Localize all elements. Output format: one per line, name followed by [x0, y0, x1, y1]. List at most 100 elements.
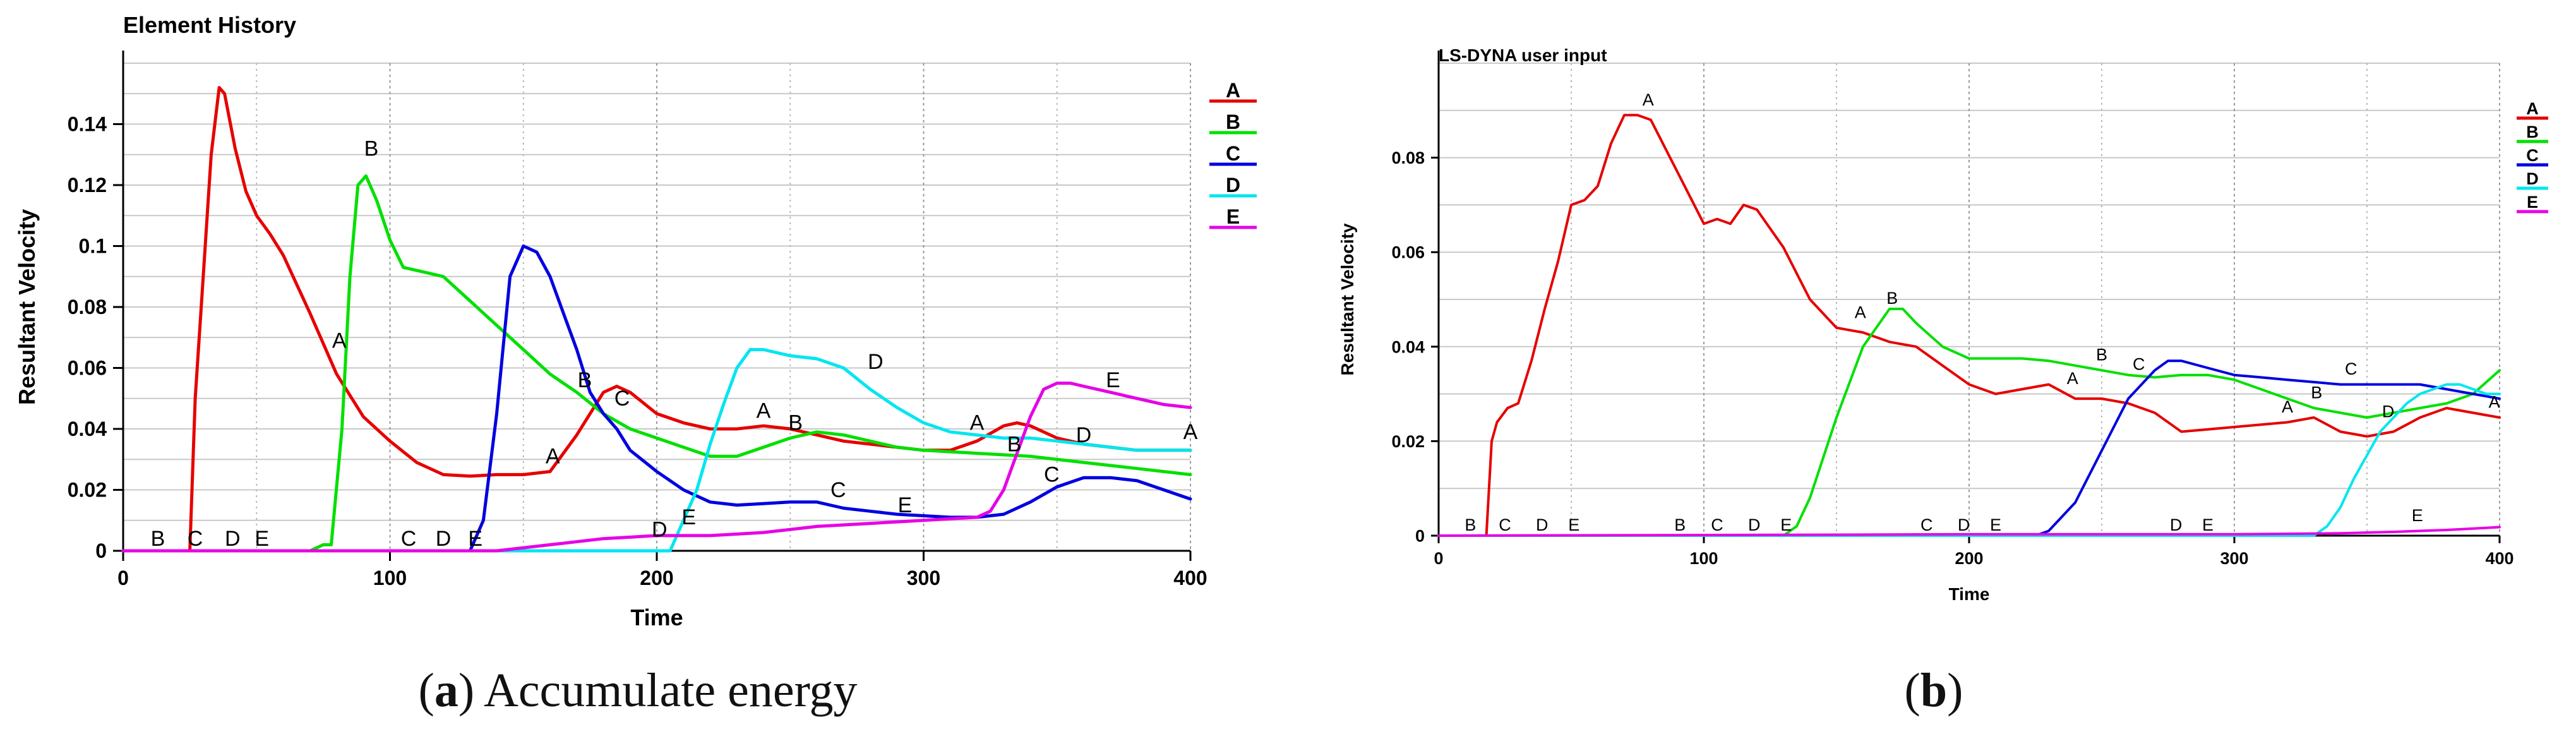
- series-line-d: [121, 348, 1192, 553]
- caption-b-letter: b: [1920, 664, 1947, 717]
- curve-marker-label: A: [2489, 393, 2500, 412]
- x-tick-label: 400: [2485, 549, 2513, 568]
- curve-marker-label: A: [2067, 369, 2078, 388]
- curve-marker-label: A: [1643, 90, 1654, 109]
- curve-marker-label: C: [1711, 515, 1723, 534]
- curve-marker-label: B: [1886, 289, 1898, 308]
- curve-marker-label: A: [1183, 420, 1198, 444]
- curve-marker-label: B: [2311, 383, 2322, 402]
- y-tick-label: 0.1: [79, 235, 107, 258]
- curve-marker-label: A: [970, 411, 985, 435]
- chart-title: Element History: [123, 12, 296, 38]
- curve-marker-label: E: [1780, 515, 1792, 534]
- y-axis-label: Resultant Velocity: [14, 209, 40, 405]
- curve-marker-label: D: [652, 518, 668, 542]
- series-line-c: [121, 244, 1192, 553]
- caption-a-text: Accumulate energy: [484, 664, 858, 717]
- legend-label-e: E: [2527, 193, 2538, 212]
- curve-marker-label: A: [1855, 303, 1866, 322]
- legend-label-b: B: [1226, 111, 1240, 133]
- curve-marker-label: A: [546, 445, 560, 469]
- curve-marker-label: D: [1076, 423, 1092, 447]
- series-line-b: [1437, 308, 2501, 537]
- curve-marker-label: D: [1536, 515, 1549, 534]
- x-tick-label: 300: [907, 567, 940, 589]
- curve-marker-label: B: [151, 527, 165, 551]
- chart-title: LS-DYNA user input: [1439, 45, 1607, 65]
- legend-label-b: B: [2526, 123, 2539, 141]
- caption-b: (b): [1905, 664, 1963, 717]
- curve-marker-label: B: [578, 368, 592, 392]
- curve-marker-label: E: [1990, 515, 2001, 534]
- y-axis-label: Resultant Velocity: [1338, 223, 1357, 376]
- y-tick-label: 0.02: [1391, 432, 1425, 451]
- y-tick-label: 0.12: [68, 174, 107, 196]
- curve-marker-label: D: [2382, 402, 2395, 421]
- x-axis-label: Time: [1949, 584, 1990, 604]
- y-tick-label: 0: [1415, 526, 1425, 545]
- series-line-e: [121, 382, 1192, 553]
- series-line-c: [1437, 359, 2501, 537]
- x-tick-label: 200: [1955, 549, 1983, 568]
- curve-marker-label: B: [364, 136, 379, 160]
- caption-a: (a) Accumulate energy: [419, 664, 858, 717]
- x-axis-label: Time: [630, 605, 683, 630]
- series-line-b: [121, 174, 1192, 553]
- legend-label-a: A: [2526, 99, 2539, 118]
- curve-marker-label: E: [898, 493, 913, 517]
- curve-marker-label: D: [1958, 515, 1970, 534]
- curve-marker-label: B: [2096, 346, 2107, 364]
- curve-marker-label: C: [1920, 515, 1933, 534]
- y-tick-label: 0: [95, 539, 107, 562]
- legend-label-a: A: [1226, 79, 1240, 102]
- curve-marker-label: E: [255, 527, 269, 551]
- curve-marker-label: C: [2345, 359, 2357, 378]
- y-tick-label: 0.14: [68, 113, 107, 136]
- curve-marker-label: A: [2282, 397, 2293, 416]
- curve-marker-label: E: [1568, 515, 1579, 534]
- y-tick-label: 0.06: [68, 357, 107, 380]
- curve-marker-label: C: [2133, 355, 2145, 374]
- curve-marker-label: E: [2202, 515, 2214, 534]
- x-tick-label: 0: [117, 567, 129, 589]
- y-tick-label: 0.08: [68, 296, 107, 318]
- y-tick-label: 0.08: [1391, 148, 1425, 167]
- curve-marker-label: D: [1748, 515, 1761, 534]
- curve-marker-label: D: [436, 527, 452, 551]
- curve-marker-label: C: [401, 527, 417, 551]
- chart-b: 0 0.02 0.04 0.06 0.08 0 100 200 300 400 LS-DYNA us…: [1338, 45, 2548, 604]
- series-line-a: [1437, 114, 2501, 537]
- curve-marker-label: C: [188, 527, 203, 551]
- y-tick-label: 0.04: [68, 418, 107, 440]
- series-line-d: [1437, 383, 2501, 537]
- curve-marker-label: D: [225, 527, 241, 551]
- series-line-a: [121, 86, 1192, 553]
- chart-a: 0 0.02 0.04 0.06 0.08 0.1 0.12 0.14 0 100 200 300 40…: [14, 12, 1257, 630]
- x-tick-label: 400: [1173, 567, 1207, 589]
- curve-marker-label: E: [2412, 506, 2423, 525]
- curve-marker-label: A: [757, 399, 771, 423]
- curve-marker-label: B: [1465, 515, 1476, 534]
- curve-marker-label: D: [868, 350, 884, 374]
- x-tick-label: 300: [2220, 549, 2248, 568]
- x-tick-label: 200: [640, 567, 673, 589]
- curve-marker-label: E: [468, 527, 482, 551]
- legend-label-d: D: [2526, 169, 2539, 188]
- legend-label-d: D: [1226, 174, 1240, 196]
- curve-marker-label: C: [1499, 515, 1511, 534]
- legend-label-c: C: [1226, 142, 1240, 165]
- legend-label-e: E: [1226, 205, 1240, 228]
- y-tick-label: 0.04: [1391, 337, 1425, 356]
- curve-marker-label: C: [830, 478, 846, 502]
- curve-marker-label: D: [2170, 515, 2183, 534]
- curve-marker-label: C: [1044, 463, 1060, 487]
- y-tick-label: 0.06: [1391, 243, 1425, 262]
- legend-label-c: C: [2526, 146, 2539, 165]
- curve-marker-label: A: [332, 328, 347, 352]
- caption-a-letter: a: [434, 664, 458, 717]
- curve-marker-label: B: [1674, 515, 1686, 534]
- series-line-e: [1437, 526, 2501, 537]
- curve-marker-label: E: [1106, 368, 1120, 392]
- x-tick-label: 0: [1434, 549, 1443, 568]
